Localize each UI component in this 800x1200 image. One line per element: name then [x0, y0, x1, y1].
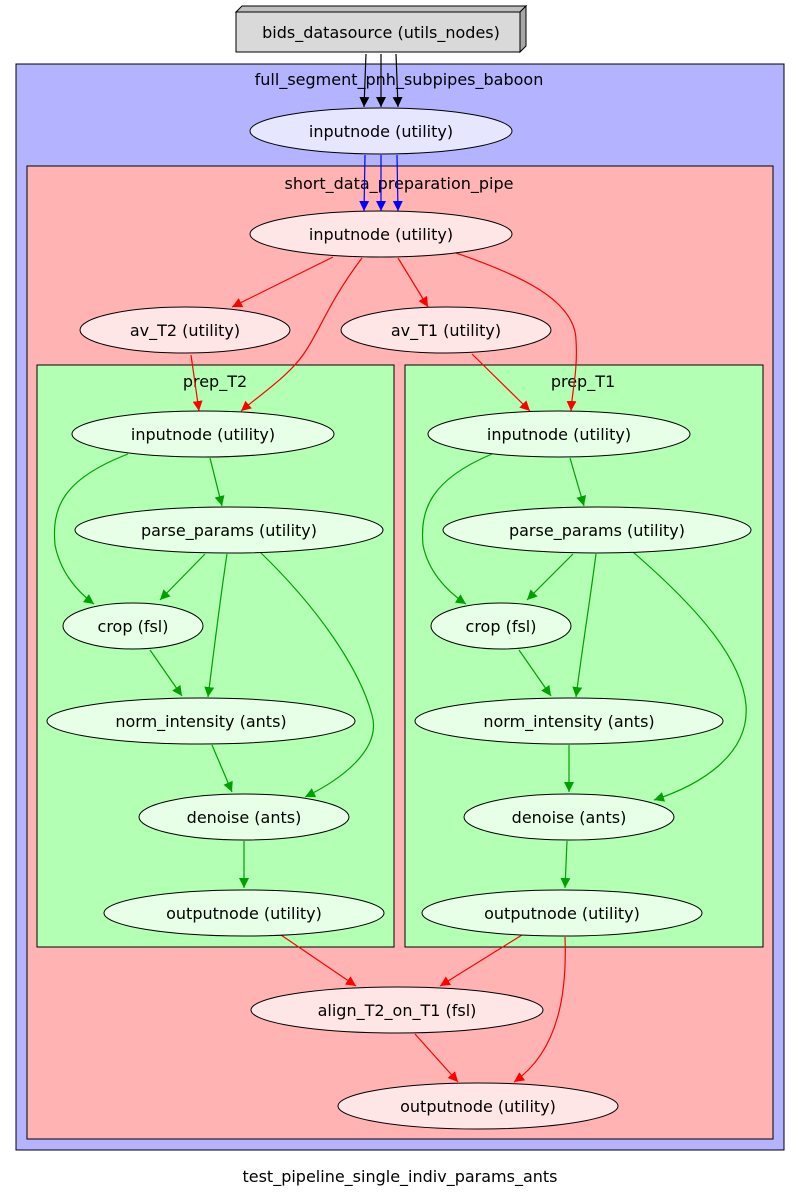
- graph-caption: test_pipeline_single_indiv_params_ants: [242, 1167, 557, 1187]
- edge-t2-norm-to-denoise: [211, 744, 233, 793]
- node-label-bids-datasource: bids_datasource (utils_nodes): [262, 23, 500, 43]
- edge-align-to-prep-outputnode: [414, 1033, 459, 1083]
- cluster-prep-t2: prep_T2: [36, 364, 395, 948]
- edge-t2-parse-params-to-norm: [204, 553, 228, 698]
- node-av-t2: av_T2 (utility): [79, 306, 291, 354]
- edge-bids-to-inputnode-1: [359, 53, 370, 108]
- cluster-label-short-data-preparation: short_data_preparation_pipe: [285, 174, 514, 194]
- edge-t1-crop-to-norm: [518, 649, 552, 697]
- node-label-av-t2: av_T2 (utility): [130, 321, 240, 341]
- edge-prep-inputnode-to-av-t2: [231, 256, 334, 308]
- node-label-t2-crop: crop (fsl): [98, 617, 169, 636]
- node-label-align-t2-on-t1: align_T2_on_T1 (fsl): [318, 1001, 477, 1021]
- node-outer-inputnode: inputnode (utility): [249, 107, 513, 155]
- edge-t1-parse-params-to-crop: [526, 553, 574, 601]
- node-label-t2-inputnode: inputnode (utility): [131, 425, 275, 444]
- node-t2-parse-params: parse_params (utility): [74, 506, 384, 554]
- edge-inputnode-to-prep-inputnode-1: [359, 154, 370, 212]
- edges: [53, 53, 747, 1083]
- edge-t2-inputnode-to-crop: [53, 453, 129, 605]
- cluster-label-prep-t1: prep_T1: [551, 372, 615, 392]
- node-label-outer-inputnode: inputnode (utility): [309, 122, 453, 141]
- node-label-t1-parse-params: parse_params (utility): [509, 521, 685, 541]
- edge-prep-inputnode-to-t2-inputnode: [240, 257, 363, 412]
- node-t1-crop: crop (fsl): [430, 602, 572, 650]
- edge-t1-parse-params-to-denoise: [632, 551, 747, 802]
- node-label-t2-outputnode: outputnode (utility): [166, 904, 322, 923]
- node-t1-parse-params: parse_params (utility): [442, 506, 752, 554]
- node-label-prep-inputnode: inputnode (utility): [309, 225, 453, 244]
- node-label-av-t1: av_T1 (utility): [391, 321, 501, 341]
- edge-av-t2-to-t2-inputnode: [190, 354, 203, 412]
- node-prep-inputnode: inputnode (utility): [249, 210, 513, 258]
- edge-t1-inputnode-to-crop: [421, 453, 493, 605]
- node-align-t2-on-t1: align_T2_on_T1 (fsl): [250, 986, 544, 1034]
- edge-prep-inputnode-to-av-t1: [397, 257, 429, 308]
- node-label-prep-outputnode: outputnode (utility): [400, 1097, 556, 1116]
- node-t2-inputnode: inputnode (utility): [71, 410, 335, 458]
- edge-t1-outputnode-to-align: [439, 934, 523, 987]
- node-label-t2-denoise: denoise (ants): [187, 808, 302, 827]
- node-label-t2-norm-intensity: norm_intensity (ants): [115, 712, 286, 732]
- cluster-label-full-segment: full_segment_pnh_subpipes_baboon: [255, 70, 544, 90]
- cluster-label-prep-t2: prep_T2: [183, 372, 247, 392]
- edge-t2-parse-params-to-denoise: [259, 551, 375, 798]
- node-prep-outputnode: outputnode (utility): [337, 1082, 619, 1130]
- edge-t1-denoise-to-outputnode: [560, 840, 571, 889]
- edge-t1-outputnode-to-prep-outputnode: [513, 936, 566, 1083]
- node-t1-inputnode: inputnode (utility): [427, 410, 691, 458]
- edge-t2-outputnode-to-align: [280, 934, 357, 987]
- node-label-t2-parse-params: parse_params (utility): [141, 521, 317, 541]
- node-t1-denoise: denoise (ants): [463, 793, 675, 841]
- edge-t1-parse-params-to-norm: [572, 553, 597, 698]
- node-label-t1-outputnode: outputnode (utility): [484, 904, 640, 923]
- node-label-t1-denoise: denoise (ants): [512, 808, 627, 827]
- node-t1-norm-intensity: norm_intensity (ants): [414, 697, 724, 745]
- edge-t2-parse-params-to-crop: [159, 553, 206, 601]
- node-label-t1-crop: crop (fsl): [466, 617, 537, 636]
- edge-bids-to-inputnode-3: [392, 53, 403, 108]
- edge-inputnode-to-prep-inputnode-3: [392, 154, 403, 212]
- node-t2-crop: crop (fsl): [62, 602, 204, 650]
- edge-t2-inputnode-to-parse-params: [209, 457, 225, 507]
- edge-av-t1-to-t1-inputnode: [471, 353, 531, 412]
- edge-t2-crop-to-norm: [149, 649, 183, 697]
- node-label-t1-norm-intensity: norm_intensity (ants): [483, 712, 654, 732]
- node-t1-outputnode: outputnode (utility): [421, 889, 703, 937]
- node-av-t1: av_T1 (utility): [340, 306, 552, 354]
- edge-t1-inputnode-to-parse-params: [569, 457, 586, 507]
- node-label-t1-inputnode: inputnode (utility): [487, 425, 631, 444]
- node-t2-denoise: denoise (ants): [138, 793, 350, 841]
- node-bids-datasource: bids_datasource (utils_nodes): [234, 4, 528, 54]
- edge-prep-inputnode-to-t1-inputnode: [455, 252, 577, 412]
- node-t2-norm-intensity: norm_intensity (ants): [46, 697, 356, 745]
- cluster-prep-t1: prep_T1: [404, 364, 764, 948]
- node-t2-outputnode: outputnode (utility): [103, 889, 385, 937]
